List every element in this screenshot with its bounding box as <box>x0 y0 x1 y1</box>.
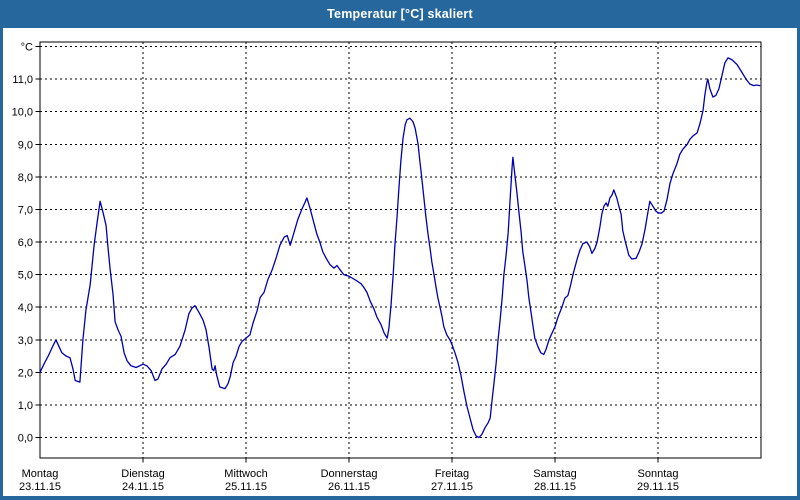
y-axis-label: 6,0 <box>18 237 33 249</box>
x-axis-date-label: 28.11.15 <box>534 481 576 493</box>
y-axis-label: 11,0 <box>12 74 33 86</box>
x-axis-weekday-label: Dienstag <box>121 468 164 480</box>
title-bar: Temperatur [°C] skaliert <box>0 0 800 28</box>
x-axis-date-label: 27.11.15 <box>431 481 473 493</box>
x-axis-date-label: 25.11.15 <box>225 481 267 493</box>
y-axis-label: 3,0 <box>18 335 33 347</box>
x-axis-weekday-label: Sonntag <box>638 468 679 480</box>
y-axis-unit-label: °C <box>21 42 33 54</box>
y-axis-label: 1,0 <box>18 400 33 412</box>
y-axis-label: 5,0 <box>18 270 33 282</box>
y-axis-label: 7,0 <box>18 204 33 216</box>
x-axis-weekday-label: Montag <box>22 468 59 480</box>
x-axis-date-label: 26.11.15 <box>328 481 370 493</box>
x-axis-date-label: 23.11.15 <box>19 481 61 493</box>
y-axis-label: 9,0 <box>18 139 33 151</box>
x-axis-date-label: 24.11.15 <box>122 481 164 493</box>
x-axis-weekday-label: Mittwoch <box>224 468 267 480</box>
y-axis-label: 2,0 <box>18 367 33 379</box>
y-axis-label: 10,0 <box>12 107 33 119</box>
temperature-line <box>39 57 761 439</box>
y-axis-label: 0,0 <box>18 433 33 445</box>
plot-border <box>39 41 762 459</box>
y-axis-label: 4,0 <box>18 302 33 314</box>
x-axis-weekday-label: Donnerstag <box>321 468 378 480</box>
y-axis-label: 8,0 <box>18 172 33 184</box>
x-axis-date-label: 29.11.15 <box>637 481 679 493</box>
x-axis-weekday-label: Samstag <box>533 468 576 480</box>
window-title: Temperatur [°C] skaliert <box>327 7 473 21</box>
x-axis-weekday-label: Freitag <box>435 468 469 480</box>
chart-area: 0,0 1,0 2,0 3,0 4,0 5,0 6,0 7,0 8,0 9,0 10,0 11,0 °C… <box>3 28 797 496</box>
